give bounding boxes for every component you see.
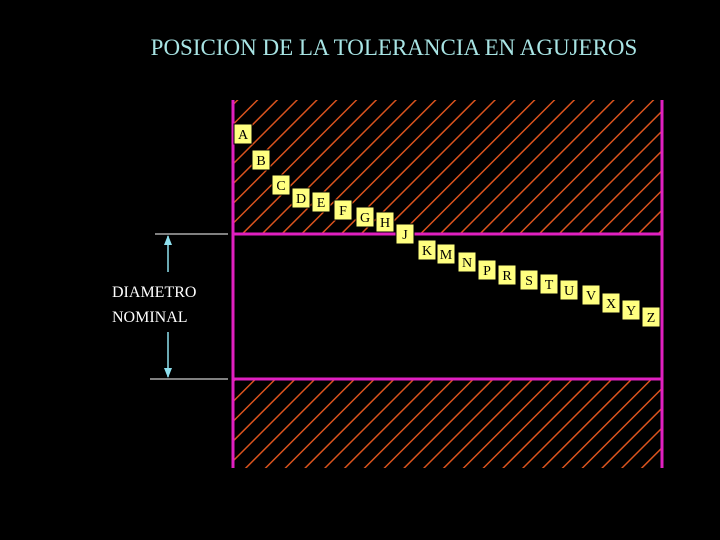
slide-title: POSICION DE LA TOLERANCIA EN AGUJEROS (151, 35, 638, 60)
letter-box (417, 239, 437, 261)
lower-tolerance-zone (233, 379, 662, 468)
letter-box (519, 269, 539, 291)
letter-box (601, 292, 621, 314)
letter-box (271, 174, 291, 196)
letter-box (355, 206, 375, 228)
letter-box (311, 191, 331, 213)
letter-label: Y (626, 304, 636, 319)
letter-label: P (483, 264, 491, 279)
letter-box (291, 187, 311, 209)
letter-label: X (606, 297, 616, 312)
letter-label: J (402, 228, 408, 243)
dimension-label: DIAMETRO (112, 284, 196, 301)
letter-label: T (545, 278, 554, 293)
letter-label: S (525, 274, 533, 289)
letter-box (621, 299, 641, 321)
letter-box (251, 149, 271, 171)
letter-label: K (422, 244, 432, 259)
arrow-head (164, 235, 172, 245)
letter-box (375, 211, 395, 233)
letter-label: A (238, 128, 249, 143)
letter-box (333, 199, 353, 221)
letter-box (233, 123, 253, 145)
letter-label: V (586, 289, 596, 304)
letter-label: U (564, 284, 574, 299)
letter-box (395, 223, 415, 245)
letter-box (581, 284, 601, 306)
letter-label: F (339, 204, 347, 219)
letter-label: G (360, 211, 370, 226)
letter-box (497, 264, 517, 286)
letter-label: D (296, 192, 306, 207)
letter-label: N (462, 256, 472, 271)
letter-label: B (256, 154, 265, 169)
letter-label: M (440, 248, 453, 263)
letter-box (477, 259, 497, 281)
letter-box (539, 273, 559, 295)
letter-label: Z (647, 311, 656, 326)
upper-tolerance-zone (233, 100, 662, 234)
letter-label: C (276, 179, 285, 194)
dimension-label: NOMINAL (112, 309, 188, 326)
letter-box (641, 306, 661, 328)
letter-box (457, 251, 477, 273)
letter-label: R (502, 269, 512, 284)
letter-box (436, 243, 456, 265)
letter-label: H (380, 216, 390, 231)
letter-box (559, 279, 579, 301)
arrow-head (164, 368, 172, 378)
letter-label: E (317, 196, 326, 211)
